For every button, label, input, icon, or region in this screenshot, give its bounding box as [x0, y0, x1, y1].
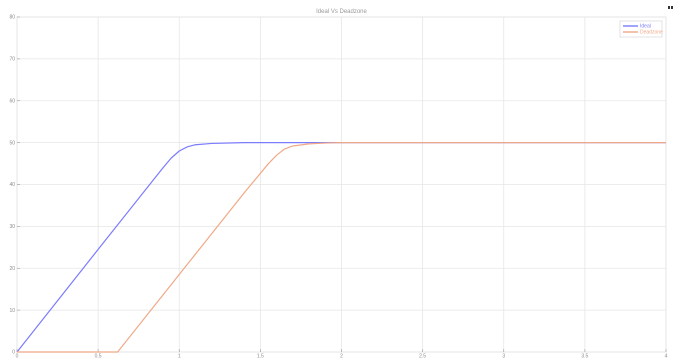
x-tick-label: 3.5 [581, 354, 588, 360]
y-tick-label: 10 [9, 308, 15, 314]
y-tick-label: 50 [9, 140, 15, 146]
y-tick-label: 70 [9, 57, 15, 63]
chart-title: Ideal Vs Deadzone [316, 9, 367, 15]
y-tick-label: 60 [9, 98, 15, 104]
x-tick-label: 4 [665, 354, 668, 360]
legend-box [619, 20, 663, 38]
legend-label: Deadzone [640, 30, 663, 36]
y-tick-label: 30 [9, 224, 15, 230]
figure-window-icon[interactable] [668, 6, 674, 10]
x-tick-label: 0.5 [95, 354, 102, 360]
y-tick-label: 0 [12, 350, 15, 356]
y-tick-label: 80 [9, 15, 15, 21]
series-lines [16, 142, 666, 353]
x-tick-label: 1.5 [257, 354, 264, 360]
x-tick-label: 0 [16, 354, 19, 360]
x-tick-label: 2.5 [419, 354, 426, 360]
x-tick-label: 3 [502, 354, 505, 360]
legend-label: Ideal [640, 24, 651, 30]
x-tick-label: 2 [340, 354, 343, 360]
x-axis-ticks: 0 0.5 1 1.5 2 2.5 3 3.5 4 [16, 349, 668, 360]
y-tick-label: 40 [9, 182, 15, 188]
series-line-deadzone [17, 142, 666, 353]
y-tick-label: 20 [9, 266, 15, 272]
series-line-ideal [16, 142, 666, 353]
y-axis-ticks: 0 10 20 30 40 50 60 70 80 [9, 15, 20, 356]
x-tick-label: 1 [178, 354, 181, 360]
